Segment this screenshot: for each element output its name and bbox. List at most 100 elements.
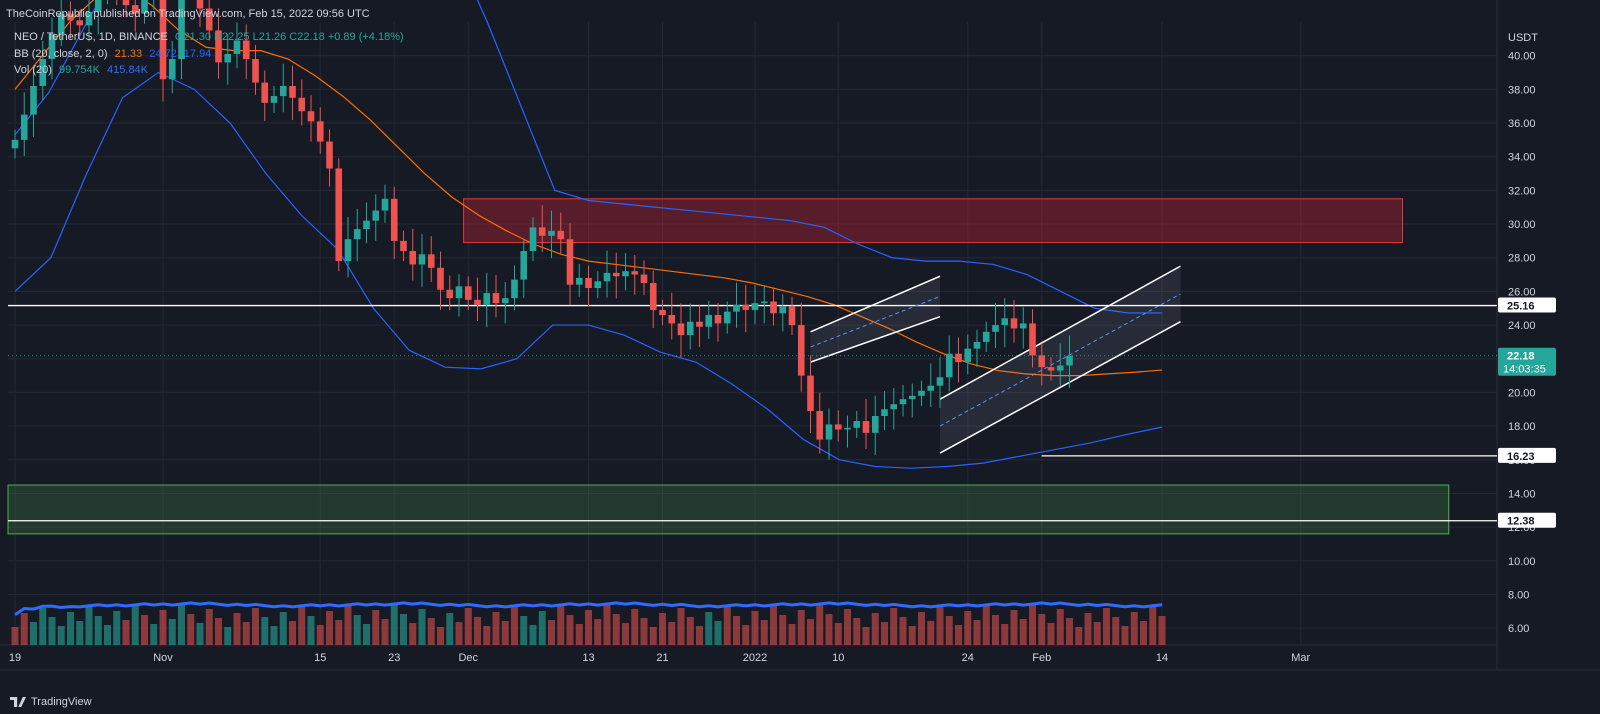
- candle-body: [936, 377, 944, 386]
- volume-bar: [927, 621, 935, 645]
- legend-symbol-row[interactable]: NEO / TetherUS, 1D, BINANCE O21.30 H22.2…: [14, 31, 408, 43]
- candle-body: [899, 399, 907, 405]
- volume-bar: [316, 625, 324, 645]
- volume-bar: [187, 614, 195, 645]
- volume-bar: [363, 624, 370, 645]
- volume-bar: [418, 609, 426, 645]
- volume-bar: [437, 627, 444, 645]
- candle-body: [511, 279, 518, 299]
- price-tag-label: 25.16: [1507, 301, 1535, 313]
- legend-bb-upper: 24.72: [149, 48, 177, 60]
- volume-bar: [733, 616, 740, 645]
- candle-body: [455, 286, 463, 299]
- volume-bar: [622, 623, 629, 645]
- volume-bar: [834, 623, 842, 645]
- channel-mid-line: [810, 295, 941, 348]
- volume-bar: [30, 622, 37, 645]
- candle-body: [131, 5, 139, 14]
- price-scale-currency: USDT: [1508, 32, 1538, 44]
- volume-bar: [501, 621, 509, 645]
- legend-bb-row[interactable]: BB (20, close, 2, 0) 21.33 24.72 17.94: [14, 48, 215, 60]
- volume-bar: [335, 620, 343, 645]
- volume-bar: [483, 626, 491, 645]
- candle-body: [529, 227, 537, 251]
- volume-bar: [76, 621, 84, 645]
- volume-bar: [705, 612, 713, 645]
- volume-bar: [85, 607, 93, 645]
- bb-basis-line: [14, 0, 1163, 377]
- volume-bar: [57, 626, 65, 645]
- candle-body: [316, 121, 324, 142]
- candle-body: [548, 230, 555, 236]
- volume-bar: [742, 625, 750, 645]
- volume-bar: [1130, 612, 1138, 645]
- candle-body: [418, 254, 426, 265]
- y-tick-label: 14.00: [1508, 488, 1536, 500]
- legend-vol-row[interactable]: Vol (20) 99.754K 415.84K: [14, 64, 152, 76]
- volume-bar: [973, 620, 981, 645]
- candle-body: [252, 59, 259, 83]
- volume-bar: [67, 612, 74, 645]
- candle-body: [520, 250, 528, 280]
- channel-upper-line: [810, 275, 941, 333]
- volume-bar: [1121, 626, 1129, 645]
- candle-body: [1047, 367, 1055, 371]
- candle-body: [261, 82, 269, 103]
- support-zone: [7, 484, 1450, 535]
- x-tick-label: Mar: [1291, 652, 1310, 664]
- volume-bar: [455, 622, 463, 645]
- candle-body: [483, 293, 491, 305]
- candle-body: [76, 20, 84, 26]
- volume-bar: [871, 613, 879, 645]
- volume-bar: [511, 607, 518, 645]
- candle-body: [242, 40, 250, 60]
- volume-bar: [816, 605, 824, 645]
- candle-body: [649, 282, 657, 310]
- candle-body: [640, 274, 648, 283]
- candle-body: [501, 298, 509, 304]
- candle-body: [344, 239, 352, 262]
- candle-body: [945, 353, 953, 378]
- volume-bar: [844, 609, 851, 645]
- volume-bar: [1158, 616, 1166, 645]
- candle-body: [566, 239, 574, 285]
- candle-body: [575, 277, 583, 285]
- channel-lower-line: [810, 315, 941, 363]
- volume-bar: [261, 617, 269, 645]
- x-tick-label: 14: [1156, 652, 1168, 664]
- volume-bar: [20, 613, 28, 645]
- candle-body: [307, 111, 315, 122]
- volume-bar: [48, 617, 56, 645]
- volume-bar: [224, 627, 232, 645]
- candle-body: [159, 0, 167, 80]
- volume-bar: [807, 619, 814, 645]
- x-tick-label: Nov: [153, 652, 173, 664]
- volume-bar: [205, 609, 213, 645]
- volume-bar: [196, 623, 204, 645]
- volume-bar: [168, 619, 176, 645]
- candle-body: [446, 289, 454, 299]
- candle-body: [927, 385, 935, 391]
- volume-bar: [890, 608, 898, 645]
- channel-lower-line: [939, 321, 1181, 454]
- candle-body: [705, 314, 713, 327]
- candle-body: [492, 293, 500, 304]
- volume-bar: [1149, 607, 1157, 645]
- candle-body: [122, 0, 130, 6]
- candle-body: [94, 0, 102, 12]
- candle-body: [760, 301, 768, 304]
- candle-body: [335, 168, 343, 262]
- volume-bar: [825, 614, 833, 645]
- volume-bar: [1112, 617, 1120, 645]
- candle-body: [1056, 365, 1064, 371]
- volume-bar: [603, 605, 611, 645]
- candle-body: [788, 306, 796, 326]
- x-tick-label: 15: [314, 652, 326, 664]
- volume-bar: [853, 618, 861, 645]
- x-tick-label: 19: [9, 652, 21, 664]
- candle-body: [807, 375, 814, 411]
- x-tick-label: 23: [388, 652, 400, 664]
- footer-label: TradingView: [31, 696, 92, 708]
- volume-bar: [575, 624, 583, 645]
